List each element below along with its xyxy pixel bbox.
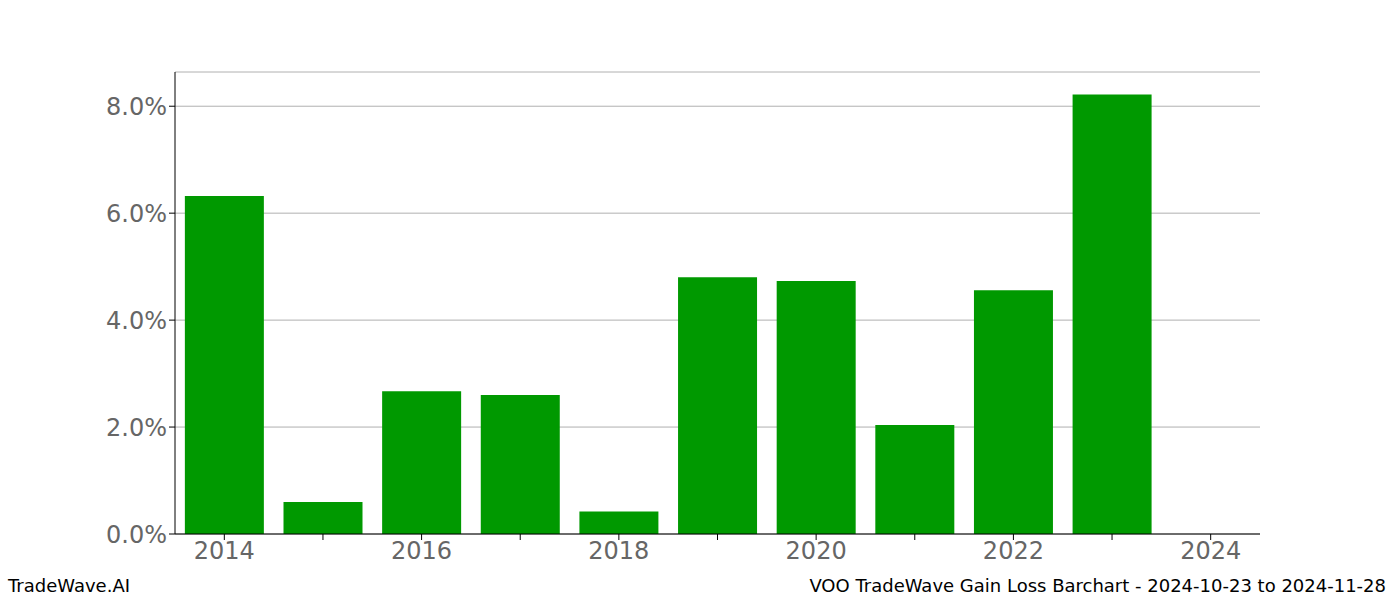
svg-text:2.0%: 2.0% xyxy=(106,414,167,442)
svg-text:2024: 2024 xyxy=(1180,537,1241,565)
svg-text:8.0%: 8.0% xyxy=(106,93,167,121)
svg-text:2020: 2020 xyxy=(786,537,847,565)
svg-text:0.0%: 0.0% xyxy=(106,521,167,549)
svg-text:6.0%: 6.0% xyxy=(106,200,167,228)
svg-text:2014: 2014 xyxy=(194,537,255,565)
html-text:TradeWave.AI: TradeWave.AI xyxy=(8,575,130,596)
html-text:VOO TradeWave Gain Loss Barcha: VOO TradeWave Gain Loss Barchart - 2024-… xyxy=(809,575,1386,596)
svg-text:2016: 2016 xyxy=(391,537,452,565)
svg-text:4.0%: 4.0% xyxy=(106,307,167,335)
svg-text:2018: 2018 xyxy=(588,537,649,565)
svg-text:2022: 2022 xyxy=(983,537,1044,565)
